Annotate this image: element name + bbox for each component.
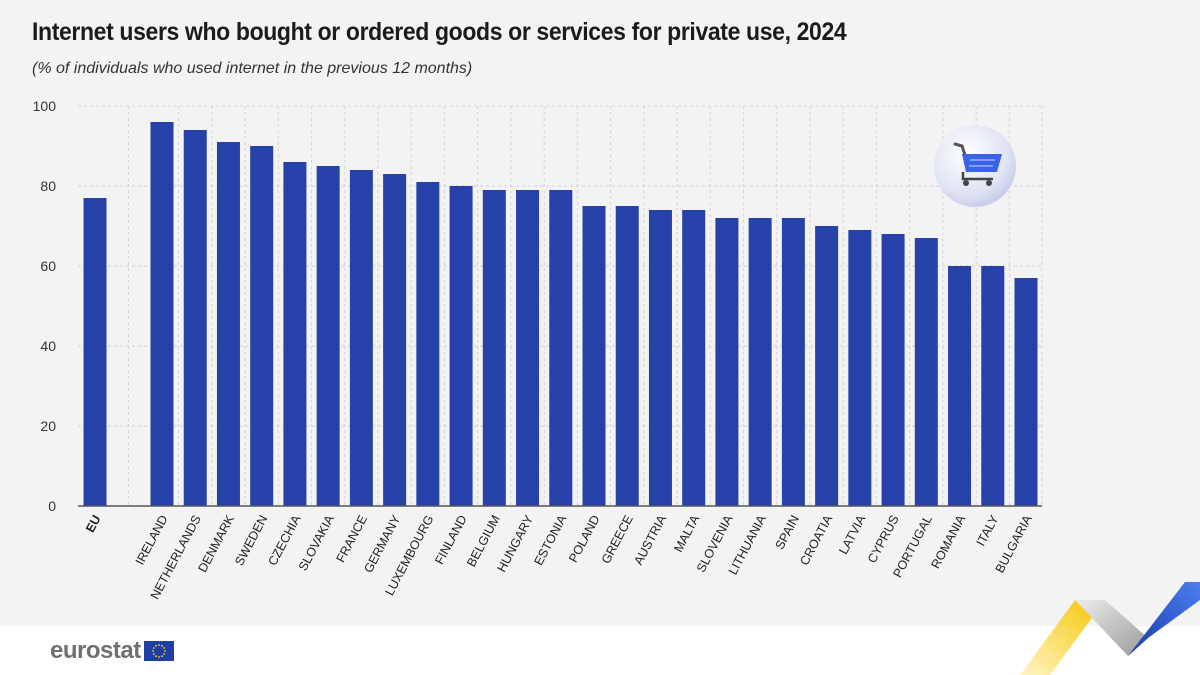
bar-ireland: [150, 122, 174, 506]
bar-denmark: [216, 142, 240, 506]
x-tick-label: CYPRUS: [865, 513, 902, 566]
x-tick-label: IRELAND: [133, 513, 171, 567]
bar-portugal: [914, 238, 938, 506]
bar-lithuania: [748, 218, 772, 506]
bar-romania: [948, 266, 972, 506]
bar-netherlands: [183, 130, 207, 506]
x-tick-label: EU: [83, 513, 104, 535]
bar-estonia: [549, 190, 573, 506]
bar-slovenia: [715, 218, 739, 506]
x-tick-label: GREECE: [599, 513, 636, 566]
x-tick-label: ROMANIA: [928, 512, 968, 571]
y-tick-label: 80: [40, 178, 56, 194]
chart-title: Internet users who bought or ordered goo…: [32, 18, 847, 46]
x-tick-label: POLAND: [566, 513, 602, 565]
y-tick-label: 0: [48, 498, 56, 514]
x-tick-label: BELGIUM: [464, 513, 503, 569]
bar-czechia: [283, 162, 307, 506]
bar-germany: [383, 174, 407, 506]
decorative-corner-stripes: [1020, 582, 1200, 675]
bar-france: [349, 170, 373, 506]
bar-luxembourg: [416, 182, 440, 506]
x-tick-label: CROATIA: [797, 512, 835, 567]
bar-finland: [449, 186, 473, 506]
logo-text: eurostat: [50, 637, 141, 664]
bar-italy: [981, 266, 1005, 506]
bar-malta: [682, 210, 706, 506]
x-tick-label: AUSTRIA: [631, 512, 669, 567]
bar-croatia: [815, 226, 839, 506]
x-tick-label: FINLAND: [432, 513, 469, 567]
bar-cyprus: [881, 234, 905, 506]
x-tick-label: FRANCE: [334, 513, 370, 565]
x-tick-label: MALTA: [671, 512, 702, 554]
x-tick-label: LATVIA: [836, 512, 868, 556]
bar-greece: [615, 206, 639, 506]
bar-sweden: [250, 146, 274, 506]
bar-slovakia: [316, 166, 340, 506]
chart-subtitle: (% of individuals who used internet in t…: [32, 60, 473, 77]
bar-belgium: [482, 190, 506, 506]
shopping-cart-icon: [934, 125, 1016, 207]
x-tick-label: SPAIN: [772, 513, 802, 552]
bar-poland: [582, 206, 606, 506]
bar-spain: [781, 218, 805, 506]
y-tick-label: 40: [40, 338, 56, 354]
y-tick-label: 20: [40, 418, 56, 434]
x-tick-label: CZECHIA: [265, 512, 303, 568]
x-tick-label: ESTONIA: [531, 512, 569, 567]
x-tick-label: ITALY: [974, 512, 1002, 548]
bar-hungary: [516, 190, 540, 506]
footer-bar: [0, 626, 1200, 675]
eurostat-logo: eurostat: [50, 637, 174, 665]
y-tick-label: 60: [40, 258, 56, 274]
bar-bulgaria: [1014, 278, 1038, 506]
y-tick-label: 100: [33, 98, 57, 114]
bar-latvia: [848, 230, 872, 506]
x-tick-label: SWEDEN: [232, 513, 270, 568]
eu-flag-icon: [143, 641, 174, 661]
bar-austria: [648, 210, 672, 506]
bar-eu: [83, 198, 107, 506]
